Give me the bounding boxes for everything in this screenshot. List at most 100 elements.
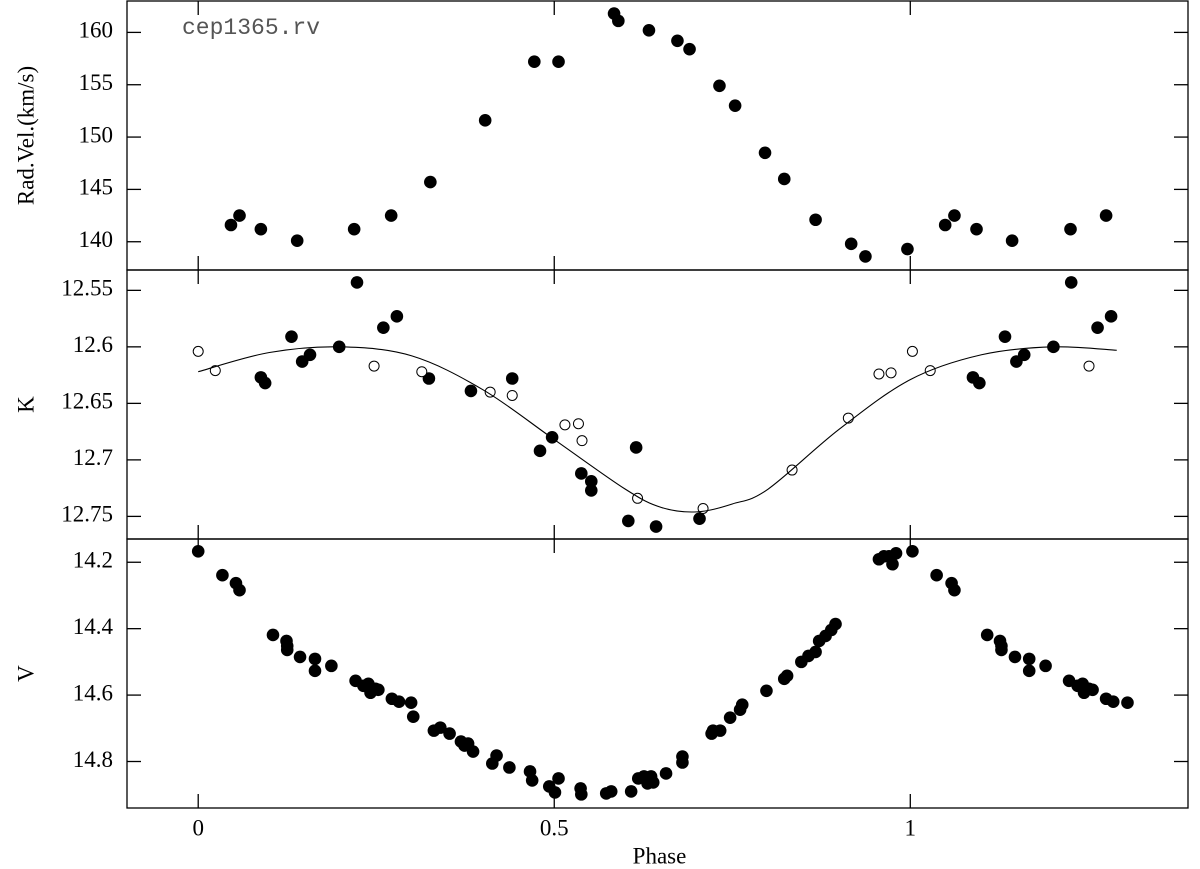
point xyxy=(266,628,280,642)
point xyxy=(1022,652,1036,666)
y-axis-label: K xyxy=(13,396,38,413)
y-tick-label: 14.6 xyxy=(73,680,113,705)
y-axis-label: Rad.Vel.(km/s) xyxy=(13,66,38,205)
y-tick-label: 150 xyxy=(79,122,114,147)
point xyxy=(224,218,238,232)
y-tick-label: 14.8 xyxy=(73,747,113,772)
point xyxy=(303,348,317,362)
plot-frame xyxy=(126,538,1189,809)
point xyxy=(844,237,858,251)
point-open xyxy=(885,367,897,379)
point xyxy=(948,209,961,222)
point xyxy=(760,684,773,698)
point xyxy=(372,683,385,697)
point xyxy=(777,172,791,186)
point xyxy=(1086,683,1099,697)
point xyxy=(464,384,478,398)
plot-frame xyxy=(126,0,1189,271)
point xyxy=(901,242,914,256)
point xyxy=(552,55,565,69)
y-tick-label: 12.6 xyxy=(73,332,113,357)
annotation: cep1365.rv xyxy=(182,15,320,41)
point xyxy=(1005,234,1019,247)
y-tick-label: 145 xyxy=(79,175,114,200)
point xyxy=(642,24,656,37)
point xyxy=(424,175,437,189)
point xyxy=(970,222,983,236)
point xyxy=(1064,222,1077,236)
point xyxy=(693,512,706,525)
point xyxy=(505,372,519,385)
point xyxy=(938,218,952,232)
point xyxy=(1099,209,1113,222)
point xyxy=(1121,696,1134,710)
point xyxy=(889,546,903,560)
point xyxy=(1064,276,1078,289)
point xyxy=(624,785,638,798)
point xyxy=(216,568,229,582)
point xyxy=(886,557,899,571)
point xyxy=(533,444,547,458)
y-tick-label: 14.2 xyxy=(73,548,113,573)
point xyxy=(528,55,541,69)
point xyxy=(995,643,1008,657)
point xyxy=(478,114,492,127)
point xyxy=(443,727,456,740)
point-open xyxy=(506,389,518,401)
point xyxy=(973,376,986,390)
point xyxy=(293,650,307,664)
point xyxy=(829,617,842,631)
point-open xyxy=(484,386,496,398)
x-tick-label: 0.5 xyxy=(540,815,569,840)
point xyxy=(233,209,246,222)
y-tick-label: 140 xyxy=(79,227,114,252)
point xyxy=(649,520,663,533)
point xyxy=(233,583,246,597)
point xyxy=(1106,695,1120,709)
point-open xyxy=(559,419,571,431)
point-open xyxy=(873,368,885,380)
point xyxy=(728,99,742,112)
y-tick-label: 12.75 xyxy=(61,502,113,527)
y-tick-label: 12.65 xyxy=(61,389,113,414)
point xyxy=(998,330,1012,343)
point xyxy=(780,669,794,683)
point xyxy=(859,250,872,263)
point xyxy=(347,222,361,236)
point xyxy=(622,514,635,528)
point xyxy=(1008,650,1022,664)
point-open xyxy=(209,365,221,377)
y-axis-label: V xyxy=(13,665,38,682)
point xyxy=(980,628,994,642)
plot-frame xyxy=(126,269,1189,540)
point xyxy=(683,42,696,56)
y-tick-label: 160 xyxy=(79,18,114,43)
point xyxy=(390,310,404,323)
point xyxy=(254,222,268,236)
point-open xyxy=(576,435,588,447)
point xyxy=(659,767,673,780)
point xyxy=(503,761,516,774)
point xyxy=(1104,310,1118,323)
point-open xyxy=(906,345,918,357)
point-open xyxy=(368,360,380,372)
point xyxy=(584,484,598,497)
point-open xyxy=(1083,360,1095,372)
point xyxy=(552,772,565,785)
x-tick-label: 1 xyxy=(905,815,917,840)
point xyxy=(809,213,822,227)
point xyxy=(1039,659,1052,673)
x-axis-label: Phase xyxy=(633,843,687,868)
point xyxy=(629,441,643,454)
point xyxy=(735,698,749,712)
point xyxy=(1022,664,1036,678)
point xyxy=(612,14,625,28)
point xyxy=(290,234,304,247)
y-tick-label: 12.7 xyxy=(73,445,113,470)
point xyxy=(713,79,726,93)
point xyxy=(384,209,398,222)
point xyxy=(604,785,618,798)
point xyxy=(308,664,322,678)
point xyxy=(1017,348,1031,362)
